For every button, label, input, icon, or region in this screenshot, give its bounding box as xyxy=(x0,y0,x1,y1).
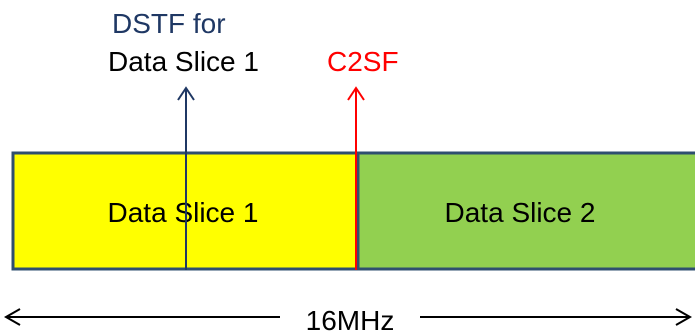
c2sf-arrow xyxy=(347,86,365,270)
bandwidth-label: 16MHz xyxy=(306,305,395,333)
bandwidth-arrow xyxy=(3,308,693,326)
data-slice-2-label: Data Slice 2 xyxy=(445,197,596,228)
dstf-label-line1: DSTF for xyxy=(112,8,226,39)
data-slice-2-block xyxy=(356,151,695,271)
dstf-arrow xyxy=(177,86,195,270)
dstf-label-line2: Data Slice 1 xyxy=(108,46,259,77)
c2sf-label: C2SF xyxy=(327,46,399,77)
data-slice-1-label: Data Slice 1 xyxy=(108,197,259,228)
